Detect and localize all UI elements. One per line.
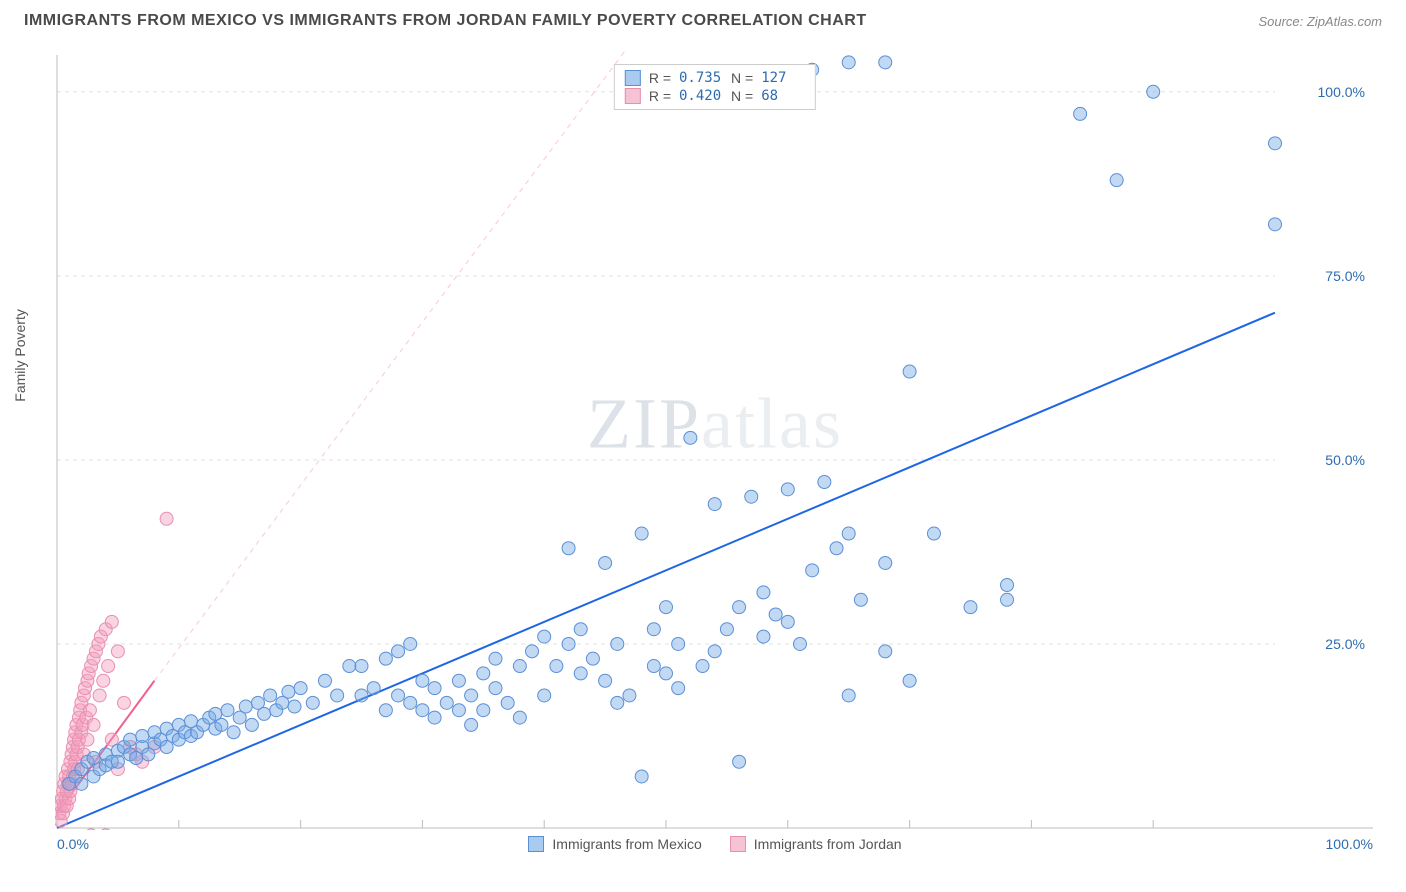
- y-axis-label: Family Poverty: [12, 309, 28, 402]
- chart-title: IMMIGRANTS FROM MEXICO VS IMMIGRANTS FRO…: [24, 12, 867, 30]
- legend-item-jordan: Immigrants from Jordan: [730, 836, 902, 852]
- legend-stats-row-mexico: R = 0.735 N = 127: [625, 69, 805, 87]
- legend-bottom: Immigrants from Mexico Immigrants from J…: [55, 836, 1375, 852]
- legend-swatch-jordan-icon: [730, 836, 746, 852]
- legend-label-jordan: Immigrants from Jordan: [754, 836, 902, 852]
- header: IMMIGRANTS FROM MEXICO VS IMMIGRANTS FRO…: [0, 0, 1406, 38]
- legend-swatch-jordan: [625, 88, 641, 104]
- source-attribution: Source: ZipAtlas.com: [1258, 14, 1382, 29]
- n-value-jordan: 68: [761, 88, 805, 104]
- scatter-plot: [55, 50, 1375, 830]
- legend-label-mexico: Immigrants from Mexico: [552, 836, 701, 852]
- y-tick-label: 100.0%: [1318, 84, 1365, 100]
- y-tick-label: 50.0%: [1325, 452, 1365, 468]
- y-tick-label: 25.0%: [1325, 636, 1365, 652]
- n-value-mexico: 127: [761, 70, 805, 86]
- legend-stats-row-jordan: R = 0.420 N = 68: [625, 87, 805, 105]
- x-tick-label: 0.0%: [57, 836, 89, 852]
- legend-swatch-mexico-icon: [528, 836, 544, 852]
- legend-swatch-mexico: [625, 70, 641, 86]
- y-tick-label: 75.0%: [1325, 268, 1365, 284]
- legend-stats: R = 0.735 N = 127 R = 0.420 N = 68: [614, 64, 816, 110]
- x-tick-label: 100.0%: [1326, 836, 1373, 852]
- r-value-mexico: 0.735: [679, 70, 723, 86]
- chart-area: Family Poverty ZIPatlas R = 0.735 N = 12…: [55, 50, 1375, 830]
- r-value-jordan: 0.420: [679, 88, 723, 104]
- legend-item-mexico: Immigrants from Mexico: [528, 836, 701, 852]
